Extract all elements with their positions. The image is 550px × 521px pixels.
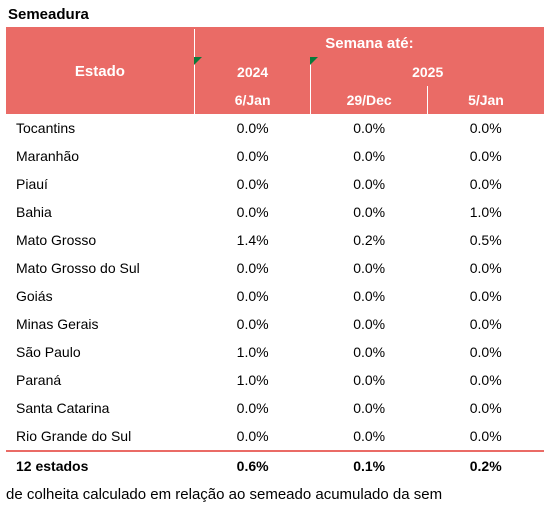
value-cell: 0.0% — [427, 422, 544, 451]
state-cell: Santa Catarina — [6, 394, 194, 422]
state-cell: Mato Grosso — [6, 226, 194, 254]
value-cell: 0.0% — [311, 394, 428, 422]
value-cell: 1.0% — [194, 366, 311, 394]
value-cell: 0.0% — [311, 338, 428, 366]
value-cell: 0.0% — [311, 170, 428, 198]
value-cell: 0.0% — [311, 114, 428, 142]
table-row: Bahia0.0%0.0%1.0% — [6, 198, 544, 226]
table-body: Tocantins0.0%0.0%0.0%Maranhão0.0%0.0%0.0… — [6, 114, 544, 451]
value-cell: 0.0% — [194, 422, 311, 451]
table-row: Goiás0.0%0.0%0.0% — [6, 282, 544, 310]
value-cell: 0.0% — [194, 254, 311, 282]
value-cell: 0.0% — [311, 310, 428, 338]
value-cell: 0.0% — [427, 282, 544, 310]
total-label: 12 estados — [6, 451, 194, 480]
table-row: Mato Grosso1.4%0.2%0.5% — [6, 226, 544, 254]
state-cell: Goiás — [6, 282, 194, 310]
state-cell: Rio Grande do Sul — [6, 422, 194, 451]
header-col-6jan: 6/Jan — [194, 86, 311, 114]
header-year-2025: 2025 — [311, 58, 544, 86]
value-cell: 0.0% — [311, 198, 428, 226]
value-cell: 0.5% — [427, 226, 544, 254]
value-cell: 0.0% — [311, 254, 428, 282]
total-5jan: 0.2% — [427, 451, 544, 480]
header-semana-ate: Semana até: — [194, 28, 544, 58]
table-row: São Paulo1.0%0.0%0.0% — [6, 338, 544, 366]
table-row: Santa Catarina0.0%0.0%0.0% — [6, 394, 544, 422]
table-row: Mato Grosso do Sul0.0%0.0%0.0% — [6, 254, 544, 282]
value-cell: 0.0% — [311, 142, 428, 170]
value-cell: 0.0% — [194, 282, 311, 310]
value-cell: 1.0% — [194, 338, 311, 366]
value-cell: 0.0% — [427, 366, 544, 394]
value-cell: 1.4% — [194, 226, 311, 254]
value-cell: 0.0% — [311, 422, 428, 451]
state-cell: São Paulo — [6, 338, 194, 366]
table-footer: 12 estados 0.6% 0.1% 0.2% — [6, 451, 544, 480]
value-cell: 0.0% — [311, 282, 428, 310]
header-col-29dec: 29/Dec — [311, 86, 428, 114]
value-cell: 0.0% — [194, 394, 311, 422]
header-col-5jan: 5/Jan — [427, 86, 544, 114]
value-cell: 0.0% — [427, 170, 544, 198]
state-cell: Tocantins — [6, 114, 194, 142]
value-cell: 0.2% — [311, 226, 428, 254]
value-cell: 0.0% — [194, 198, 311, 226]
table-title: Semeadura — [8, 6, 544, 23]
value-cell: 0.0% — [427, 394, 544, 422]
footnote-text: de colheita calculado em relação ao seme… — [6, 486, 544, 503]
table-row: Minas Gerais0.0%0.0%0.0% — [6, 310, 544, 338]
value-cell: 0.0% — [427, 114, 544, 142]
state-cell: Maranhão — [6, 142, 194, 170]
total-29dec: 0.1% — [311, 451, 428, 480]
header-year-2024: 2024 — [194, 58, 311, 86]
state-cell: Bahia — [6, 198, 194, 226]
total-row: 12 estados 0.6% 0.1% 0.2% — [6, 451, 544, 480]
value-cell: 0.0% — [427, 338, 544, 366]
value-cell: 0.0% — [194, 170, 311, 198]
table-row: Paraná1.0%0.0%0.0% — [6, 366, 544, 394]
data-table: Estado Semana até: 2024 2025 6/Jan 29/De… — [6, 27, 544, 480]
table-row: Piauí0.0%0.0%0.0% — [6, 170, 544, 198]
value-cell: 0.0% — [311, 366, 428, 394]
value-cell: 0.0% — [427, 254, 544, 282]
table-row: Rio Grande do Sul0.0%0.0%0.0% — [6, 422, 544, 451]
value-cell: 0.0% — [194, 142, 311, 170]
state-cell: Piauí — [6, 170, 194, 198]
value-cell: 0.0% — [194, 114, 311, 142]
value-cell: 0.0% — [427, 142, 544, 170]
value-cell: 1.0% — [427, 198, 544, 226]
value-cell: 0.0% — [427, 310, 544, 338]
state-cell: Mato Grosso do Sul — [6, 254, 194, 282]
total-6jan: 0.6% — [194, 451, 311, 480]
table-row: Tocantins0.0%0.0%0.0% — [6, 114, 544, 142]
state-cell: Paraná — [6, 366, 194, 394]
value-cell: 0.0% — [194, 310, 311, 338]
header-estado: Estado — [6, 28, 194, 114]
table-header: Estado Semana até: 2024 2025 6/Jan 29/De… — [6, 28, 544, 114]
state-cell: Minas Gerais — [6, 310, 194, 338]
table-row: Maranhão0.0%0.0%0.0% — [6, 142, 544, 170]
